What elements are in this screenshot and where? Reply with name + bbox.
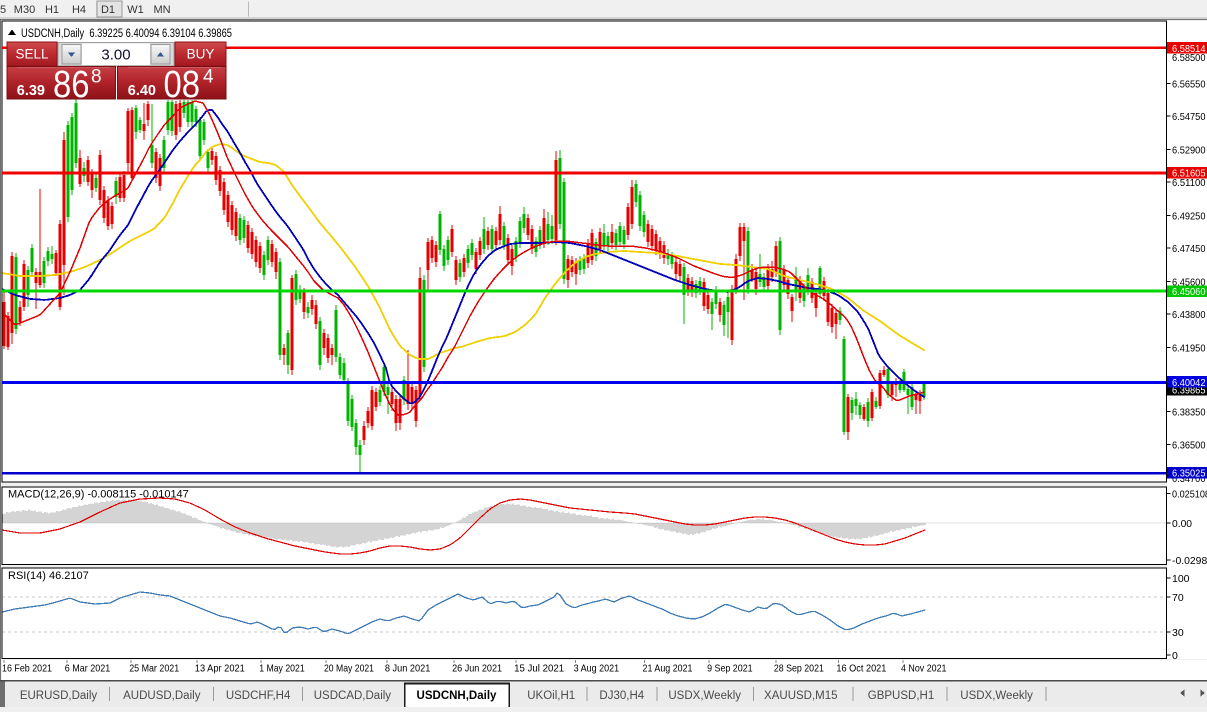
svg-text:28 Sep 2021: 28 Sep 2021 xyxy=(774,663,824,675)
svg-text:6 Mar 2021: 6 Mar 2021 xyxy=(65,663,111,675)
svg-text:86: 86 xyxy=(53,64,90,106)
svg-text:4: 4 xyxy=(203,67,214,88)
svg-text:0.00: 0.00 xyxy=(1172,518,1192,530)
svg-text:6.58514: 6.58514 xyxy=(1172,43,1206,55)
svg-text:MACD(12,26,9) -0.008115 -0.010: MACD(12,26,9) -0.008115 -0.010147 xyxy=(8,489,189,501)
svg-text:25 Mar 2021: 25 Mar 2021 xyxy=(129,663,179,675)
svg-text:M30: M30 xyxy=(14,4,35,16)
svg-text:6.38350: 6.38350 xyxy=(1172,406,1206,418)
svg-text:16 Feb 2021: 16 Feb 2021 xyxy=(2,663,52,675)
svg-text:4 Nov 2021: 4 Nov 2021 xyxy=(901,663,947,675)
svg-text:XAUUSD,M15: XAUUSD,M15 xyxy=(764,690,838,702)
svg-text:6.39: 6.39 xyxy=(17,83,45,99)
svg-text:USDCAD,Daily: USDCAD,Daily xyxy=(314,690,392,702)
svg-text:USDCNH,Daily: USDCNH,Daily xyxy=(417,690,497,702)
svg-text:0.025108: 0.025108 xyxy=(1172,489,1207,501)
svg-text:3 Aug 2021: 3 Aug 2021 xyxy=(574,663,620,675)
svg-text:6.52900: 6.52900 xyxy=(1172,145,1206,157)
svg-text:6.41950: 6.41950 xyxy=(1172,342,1206,354)
svg-text:-0.02988: -0.02988 xyxy=(1172,555,1207,567)
svg-text:16 Oct 2021: 16 Oct 2021 xyxy=(836,663,886,675)
svg-text:W1: W1 xyxy=(127,4,144,16)
svg-text:6.56550: 6.56550 xyxy=(1172,79,1206,91)
svg-text:6.40042: 6.40042 xyxy=(1172,377,1206,389)
svg-text:AUDUSD,Daily: AUDUSD,Daily xyxy=(123,690,201,702)
svg-text:D1: D1 xyxy=(101,4,115,16)
svg-text:USDCHF,H4: USDCHF,H4 xyxy=(226,690,291,702)
svg-text:6.51605: 6.51605 xyxy=(1172,168,1206,180)
svg-text:9 Sep 2021: 9 Sep 2021 xyxy=(707,663,753,675)
svg-text:SELL: SELL xyxy=(15,47,49,62)
svg-text:70: 70 xyxy=(1172,592,1184,604)
svg-text:RSI(14) 46.2107: RSI(14) 46.2107 xyxy=(8,570,89,582)
svg-text:6.47450: 6.47450 xyxy=(1172,243,1206,255)
svg-text:EURUSD,Daily: EURUSD,Daily xyxy=(20,690,98,702)
svg-text:6.40: 6.40 xyxy=(128,83,156,99)
svg-text:BUY: BUY xyxy=(187,47,215,62)
svg-text:MN: MN xyxy=(153,4,170,16)
svg-text:15 Jul 2021: 15 Jul 2021 xyxy=(514,663,564,675)
svg-text:H4: H4 xyxy=(72,4,86,16)
svg-text:6.43800: 6.43800 xyxy=(1172,309,1206,321)
svg-text:8 Jun 2021: 8 Jun 2021 xyxy=(385,663,431,675)
svg-text:100: 100 xyxy=(1172,573,1190,585)
svg-text:20 May 2021: 20 May 2021 xyxy=(324,663,374,675)
svg-text:21 Aug 2021: 21 Aug 2021 xyxy=(643,663,693,675)
svg-text:3.00: 3.00 xyxy=(101,47,130,64)
svg-text:8: 8 xyxy=(91,67,102,88)
svg-text:26 Jun 2021: 26 Jun 2021 xyxy=(452,663,502,675)
svg-text:6.35025: 6.35025 xyxy=(1172,468,1206,480)
svg-text:USDCNH,Daily 6.39225 6.40094: USDCNH,Daily 6.39225 6.40094 6.39104 6.3… xyxy=(21,28,232,40)
svg-text:13 Apr 2021: 13 Apr 2021 xyxy=(195,663,245,675)
svg-text:UKOil,H1: UKOil,H1 xyxy=(527,690,575,702)
svg-text:08: 08 xyxy=(164,64,201,106)
svg-text:USDX,Weekly: USDX,Weekly xyxy=(668,690,741,702)
svg-text:DJ30,H4: DJ30,H4 xyxy=(599,690,644,702)
svg-text:1 May 2021: 1 May 2021 xyxy=(259,663,305,675)
svg-text:6.36500: 6.36500 xyxy=(1172,440,1206,452)
svg-text:0: 0 xyxy=(1172,650,1178,662)
svg-text:H1: H1 xyxy=(45,4,59,16)
svg-text:6.49250: 6.49250 xyxy=(1172,210,1206,222)
svg-text:6.45060: 6.45060 xyxy=(1172,286,1206,298)
svg-text:6.54750: 6.54750 xyxy=(1172,111,1206,123)
svg-text:6.58500: 6.58500 xyxy=(1172,52,1206,64)
svg-text:6.51100: 6.51100 xyxy=(1172,177,1206,189)
svg-text:USDX,Weekly: USDX,Weekly xyxy=(960,690,1033,702)
svg-text:GBPUSD,H1: GBPUSD,H1 xyxy=(868,690,934,702)
svg-text:5: 5 xyxy=(0,4,6,16)
svg-text:30: 30 xyxy=(1172,627,1184,639)
